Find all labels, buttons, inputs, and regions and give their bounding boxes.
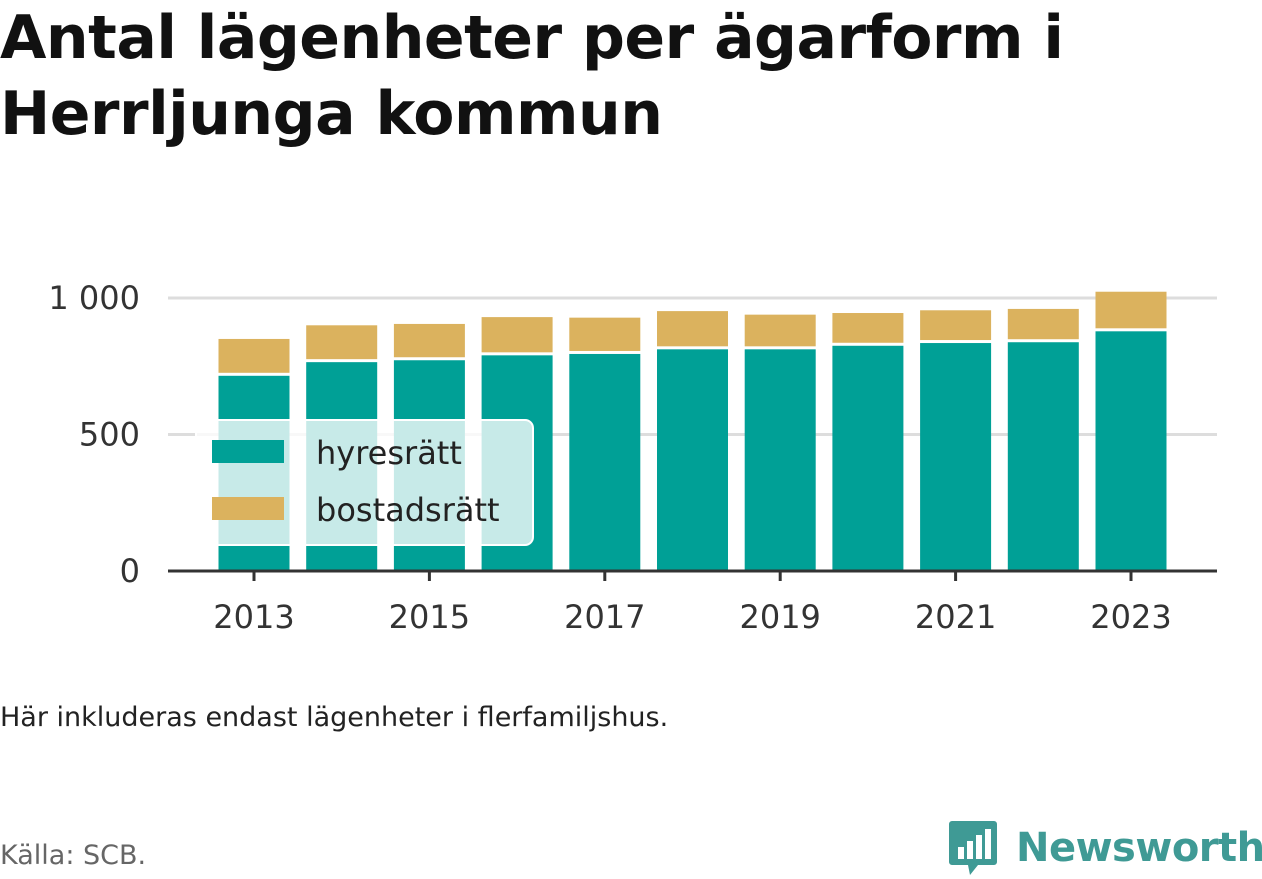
bar-bostadsratt-2022 bbox=[1007, 308, 1079, 340]
legend: hyresrätt bostadsrätt bbox=[195, 419, 534, 546]
y-axis-ticks: 0 500 1 000 bbox=[48, 279, 140, 590]
x-tick-label: 2019 bbox=[739, 598, 820, 636]
legend-label-bostadsratt: bostadsrätt bbox=[316, 491, 500, 529]
legend-swatch-hyresratt bbox=[212, 440, 284, 463]
bar-hyresratt-2018 bbox=[657, 349, 728, 571]
bar-bostadsratt-2019 bbox=[744, 314, 816, 347]
y-tick-label: 0 bbox=[120, 552, 140, 590]
chart-title: Antal lägenheter per ägarform i Herrljun… bbox=[0, 3, 1064, 149]
bar-hyresratt-2023 bbox=[1095, 331, 1167, 571]
bar-bostadsratt-2014 bbox=[306, 325, 378, 360]
bar-hyresratt-2022 bbox=[1007, 342, 1079, 571]
bar-hyresratt-2017 bbox=[569, 353, 641, 571]
bar-bostadsratt-2015 bbox=[393, 323, 465, 358]
bar-bostadsratt-2020 bbox=[832, 313, 904, 343]
legend-label-hyresratt: hyresrätt bbox=[316, 434, 462, 472]
x-tick-label: 2023 bbox=[1090, 598, 1171, 636]
x-tick-label: 2017 bbox=[564, 598, 645, 636]
bar-hyresratt-2019 bbox=[744, 349, 816, 571]
x-tick-label: 2013 bbox=[213, 598, 294, 636]
y-tick-label: 1 000 bbox=[48, 279, 140, 317]
chart-note: Här inkluderas endast lägenheter i flerf… bbox=[0, 702, 669, 733]
bar-bostadsratt-2018 bbox=[657, 311, 728, 347]
source-text: Källa: SCB. bbox=[0, 840, 147, 871]
brand-name: Newsworthy bbox=[1016, 825, 1262, 871]
x-tick-label: 2015 bbox=[389, 598, 470, 636]
bar-hyresratt-2021 bbox=[920, 343, 992, 571]
bar-bostadsratt-2023 bbox=[1095, 291, 1167, 329]
legend-swatch-bostadsratt bbox=[212, 497, 284, 520]
stacked-bar-chart: 0 500 1 000 2013 2015 2017 2019 2021 2023 hyres… bbox=[48, 279, 1217, 636]
brand-logo: Newsworthy bbox=[948, 818, 1262, 878]
bar-bostadsratt-2013 bbox=[218, 338, 290, 373]
bar-bostadsratt-2017 bbox=[569, 317, 641, 351]
bar-bostadsratt-2021 bbox=[920, 310, 992, 341]
bar-chart-speech-bubble-icon bbox=[949, 821, 997, 875]
x-axis-ticks: 2013 2015 2017 2019 2021 2023 bbox=[213, 571, 1172, 636]
bar-bostadsratt-2016 bbox=[481, 317, 553, 353]
bar-hyresratt-2020 bbox=[832, 345, 904, 571]
x-tick-label: 2021 bbox=[915, 598, 996, 636]
y-tick-label: 500 bbox=[79, 416, 140, 454]
